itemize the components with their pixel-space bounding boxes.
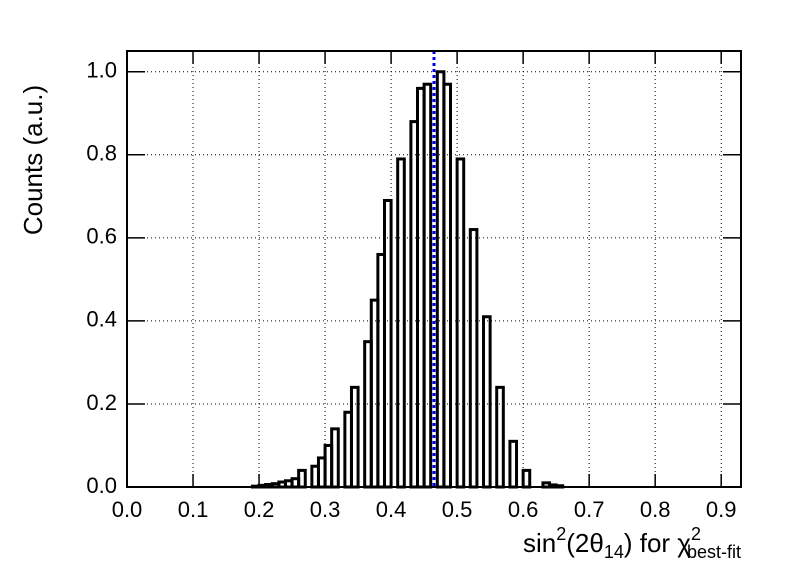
x-axis-label-part: ) for χ (624, 528, 691, 558)
histogram-bar (422, 82, 433, 489)
x-tick-label: 0.0 (112, 497, 143, 522)
x-tick-label: 0.7 (574, 497, 605, 522)
y-tick-label: 0.8 (86, 141, 117, 166)
histogram-bar (349, 385, 360, 489)
histogram-bar (297, 468, 307, 489)
histogram-bar (396, 157, 406, 489)
histogram-bar (495, 385, 505, 489)
histogram-bar (508, 439, 519, 489)
y-tick-label: 0.4 (86, 307, 117, 332)
histogram-bar (330, 427, 340, 489)
x-tick-label: 0.2 (244, 497, 275, 522)
x-axis-label-part: 14 (604, 542, 624, 562)
x-axis-label-part: 2 (691, 524, 701, 544)
x-axis-label-part: (2θ (566, 528, 604, 558)
y-tick-label: 0.0 (86, 473, 117, 498)
y-tick-label: 0.6 (86, 224, 117, 249)
plot-frame (126, 50, 742, 488)
x-tick-label: 0.6 (508, 497, 539, 522)
y-tick-label: 0.2 (86, 390, 117, 415)
x-tick-label: 0.8 (640, 497, 671, 522)
histogram-bar (482, 315, 492, 489)
x-tick-label: 0.5 (442, 497, 473, 522)
y-tick-label: 1.0 (86, 58, 117, 83)
histogram-bar (468, 228, 479, 489)
x-tick-label: 0.4 (376, 497, 407, 522)
x-tick-label: 0.1 (178, 497, 209, 522)
x-axis-label-part: sin (523, 528, 556, 558)
histogram-bar (521, 468, 532, 489)
x-tick-label: 0.9 (706, 497, 737, 522)
histogram-bar (442, 82, 453, 489)
x-tick-label: 0.3 (310, 497, 341, 522)
histogram-bar (382, 198, 393, 489)
x-axis-label: sin2(2θ14) for χ2 best-fit (523, 524, 741, 562)
histogram-bar (455, 157, 466, 489)
y-axis-label: Counts (a.u.) (18, 85, 48, 235)
x-axis-label-part: best-fit (687, 542, 741, 562)
x-axis-label-part: 2 (556, 524, 566, 544)
